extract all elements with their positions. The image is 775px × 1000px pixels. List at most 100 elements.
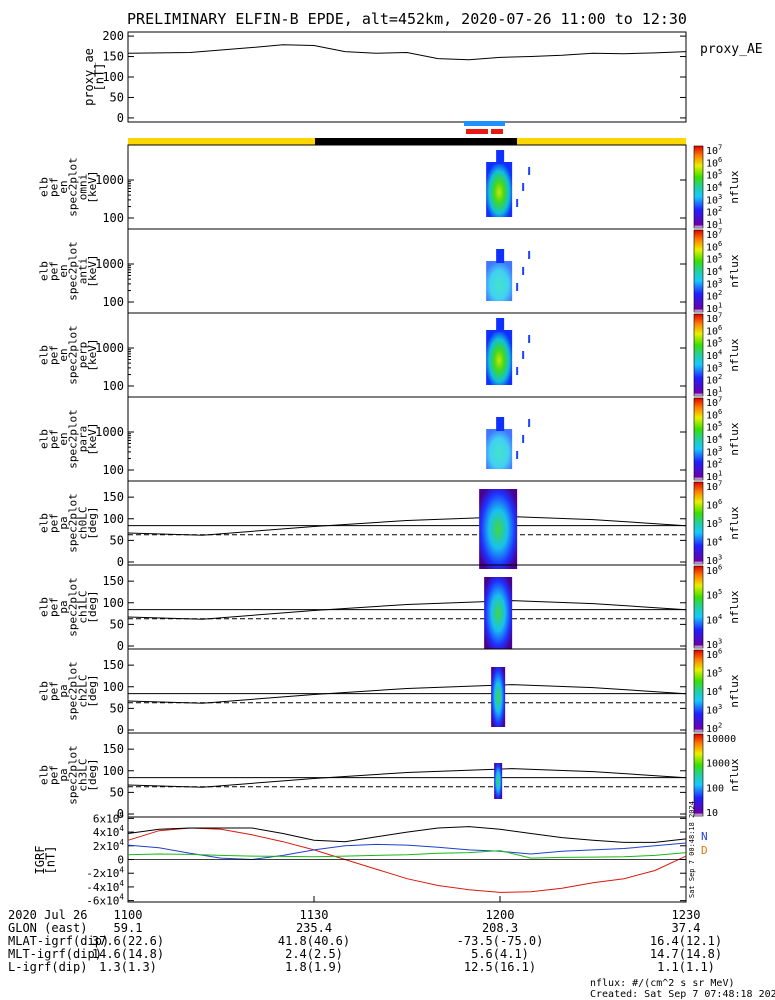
- colorbar: [693, 229, 704, 313]
- spectrogram-3-ylabel-line: [keV]: [86, 338, 99, 371]
- spectrogram-5-ylabel-line: ch0LC: [76, 506, 89, 539]
- units-note: nflux: #/(cm^2 s sr MeV): [590, 978, 735, 989]
- colorbar-label: nflux: [728, 590, 741, 623]
- colorbar-tick-label: 102: [706, 205, 722, 219]
- spectrogram-8-ylabel-line: pef: [47, 765, 60, 785]
- flux-patch-speck: [528, 251, 531, 259]
- panel-ytick-label: 100: [102, 379, 124, 393]
- colorbar-label: nflux: [728, 254, 741, 287]
- colorbar-label: nflux: [728, 758, 741, 791]
- panel-frame: [127, 480, 687, 566]
- colorbar-tick-label: 107: [706, 396, 722, 410]
- xaxis-tick-mlat: -73.5(-75.0): [457, 934, 544, 948]
- proxy-ae-frame: [127, 31, 687, 123]
- flux-patch-top: [496, 417, 505, 431]
- panel-frame: [127, 564, 687, 650]
- proxy-ae-ylabel-group: proxy_ae[nT]: [82, 48, 107, 106]
- spectrogram-2-ylabel-line: [keV]: [86, 254, 99, 287]
- science-bar-red-1: [466, 129, 488, 134]
- colorbar-tick-label: 10: [706, 808, 718, 819]
- panel-ytick-label: 150: [102, 742, 124, 756]
- proxy-ae-ylabel-line: [nT]: [92, 63, 106, 92]
- flux-patch: [486, 150, 531, 217]
- colorbar-tick-label: 107: [706, 312, 722, 326]
- xaxis-tick-glon: 235.4: [296, 921, 332, 935]
- flux-patch-speck: [516, 367, 519, 375]
- colorbar-tick-label: 107: [706, 144, 722, 158]
- colorbar-tick-label: 105: [706, 588, 722, 602]
- colorbar-label: nflux: [728, 170, 741, 203]
- colorbar-tick-label: 107: [706, 228, 722, 242]
- colorbar-tick-label: 105: [706, 168, 722, 182]
- flux-patch-speck: [516, 451, 519, 459]
- colorbar-tick-label: 100: [706, 783, 724, 794]
- spectrogram-7-ylabel-line: pef: [47, 681, 60, 701]
- xaxis-row-label: GLON (east): [8, 921, 87, 935]
- panel-ytick-label: 100: [102, 211, 124, 225]
- panel-ytick-label: 100: [102, 512, 124, 526]
- grf-ytick-label: -4x104: [86, 879, 124, 894]
- spectrogram-panel-6: 0 50 100 150 103 104 105 106 nflux elbpefpaspec2p…: [38, 564, 741, 654]
- colorbar-tick-label: 102: [706, 722, 722, 736]
- colorbar-tick-label: 106: [706, 564, 722, 578]
- proxy-ae-ytick-label: 150: [102, 50, 124, 64]
- created-stamp: Created: Sat Sep 7 07:48:18 2024: [590, 989, 775, 1000]
- sunlight-bar-right: [517, 138, 686, 145]
- flux-patch-speck: [528, 167, 531, 175]
- proxy-ae-ytick-label: 0: [117, 111, 124, 125]
- colorbar-label: nflux: [728, 422, 741, 455]
- spectrogram-2-ylabel-line: pef: [47, 261, 60, 281]
- grf-line-total: [127, 826, 687, 843]
- colorbar-label: nflux: [728, 506, 741, 539]
- spectrogram-6-ylabel-line: [deg]: [86, 590, 99, 623]
- colorbar-tick-label: 10000: [706, 734, 736, 745]
- flux-patch-speck: [522, 351, 525, 359]
- flux-patch-speck: [528, 419, 531, 427]
- panel-ytick-label: 1000: [95, 257, 124, 271]
- spectrogram-5-ylabel-line: pa: [57, 516, 70, 529]
- xaxis-tick-mlt: 5.6(4.1): [471, 947, 529, 961]
- colorbar: [693, 649, 704, 733]
- colorbar-tick-label: 103: [706, 277, 722, 291]
- spectrogram-7-ylabel-line: [deg]: [86, 674, 99, 707]
- proxy-ae-ytick-label: 50: [110, 90, 124, 104]
- panel-frame: [127, 648, 687, 734]
- grf-ytick-label: -6x104: [86, 893, 124, 908]
- xaxis-tick-glon: 59.1: [114, 921, 143, 935]
- figure-title: PRELIMINARY ELFIN-B EPDE, alt=452km, 202…: [127, 10, 687, 28]
- spectrogram-6-ylabel-line: pa: [57, 600, 70, 613]
- side-timestamp: Sat Sep 7 00:48:18 2024: [688, 801, 696, 898]
- colorbar-tick-label: 106: [706, 648, 722, 662]
- colorbar: [693, 145, 704, 229]
- colorbar-tick-label: 102: [706, 373, 722, 387]
- colorbar-tick-label: 106: [706, 498, 722, 512]
- xaxis-row-label: MLT-igrf(dip): [8, 947, 102, 961]
- panel-ytick-label: 50: [110, 785, 124, 799]
- grf-line-z: [127, 850, 687, 859]
- panel-ytick-label: 0: [117, 807, 124, 821]
- flux-patch: [479, 489, 518, 569]
- panel-ytick-label: 100: [102, 764, 124, 778]
- spectrogram-5-ylabel-line: elb: [38, 513, 51, 533]
- spectrogram-8-ylabel-line: spec2plot: [67, 745, 80, 805]
- xaxis-tick-glon: 37.4: [672, 921, 701, 935]
- sunlight-eclipse-bar: [128, 138, 686, 145]
- spectrogram-1-ylabel-line: spec2plot: [67, 157, 80, 217]
- colorbar-tick-label: 104: [706, 685, 722, 699]
- spectrogram-panels: 1001000101102103104105106107nfluxelbpefe…: [38, 144, 741, 822]
- colorbar-tick-label: 106: [706, 156, 722, 170]
- flux-patch-speck: [528, 335, 531, 343]
- panel-ytick-label: 50: [110, 617, 124, 631]
- colorbar-tick-label: 101: [706, 302, 722, 316]
- panel-frame: [127, 312, 687, 398]
- panel-frame: [127, 228, 687, 314]
- flux-patch-speck: [522, 435, 525, 443]
- colorbar-tick-label: 101: [706, 470, 722, 484]
